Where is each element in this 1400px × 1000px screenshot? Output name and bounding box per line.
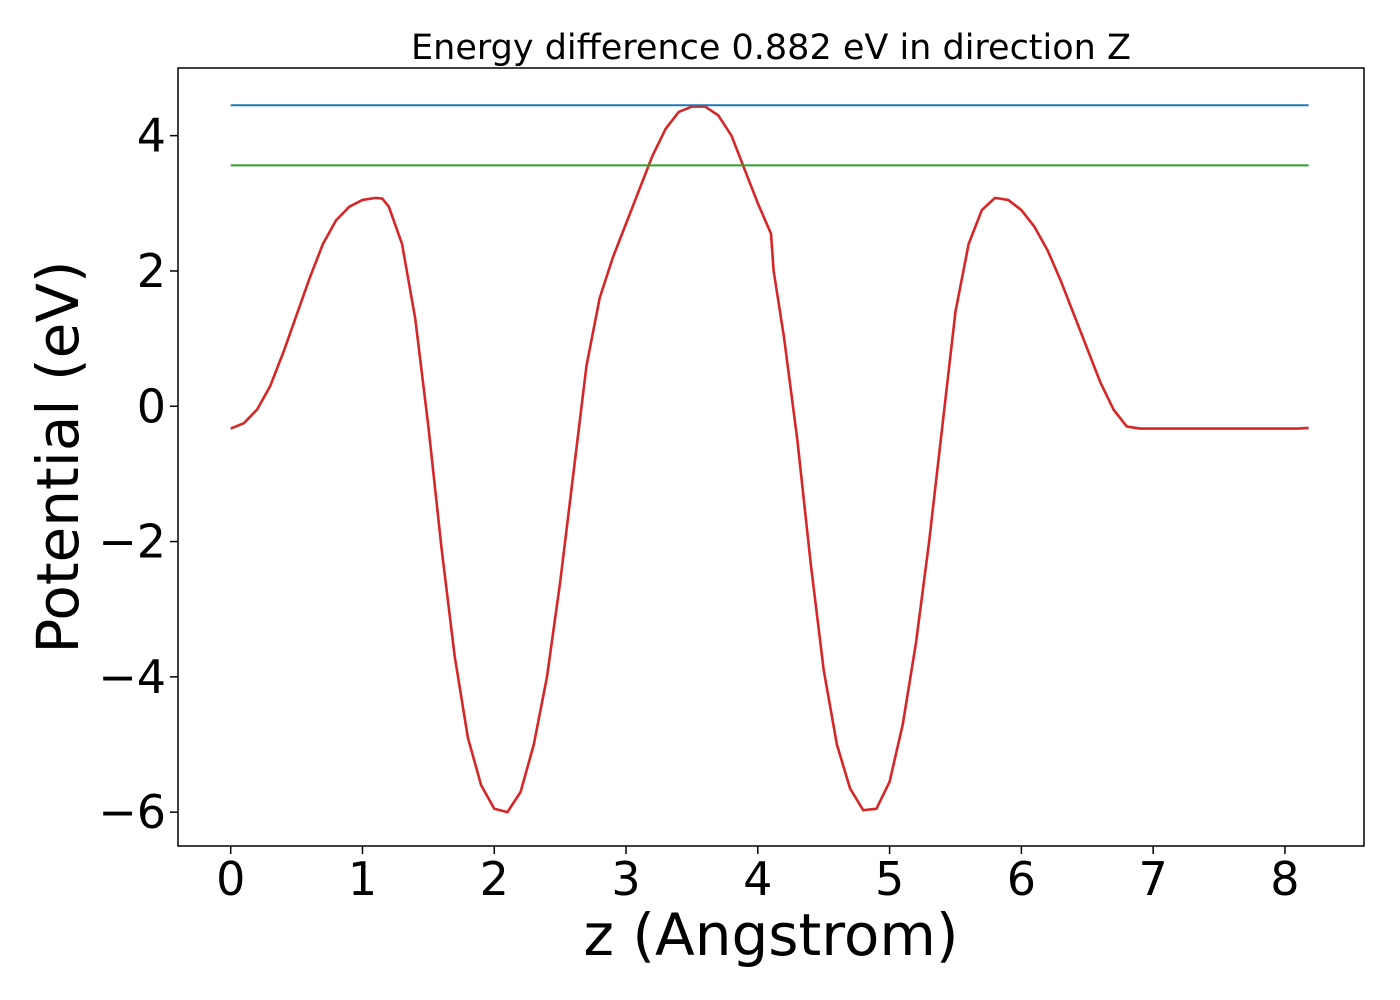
x-tick-label: 4: [743, 852, 772, 906]
y-tick-label: 2: [137, 244, 166, 298]
x-axis-label: z (Angstrom): [584, 901, 959, 969]
series-line-1: [230, 105, 1309, 814]
x-tick-label: 6: [1007, 852, 1036, 906]
y-tick-label: 4: [137, 109, 166, 163]
x-tick-label: 8: [1270, 852, 1299, 906]
y-tick-label: −4: [98, 650, 166, 704]
x-axis-ticks: 0 1 2 3 4 5 6 7 8: [216, 846, 1300, 906]
chart-title: Energy difference 0.882 eV in direction …: [411, 28, 1131, 68]
y-tick-label: −2: [98, 515, 166, 569]
y-axis-ticks: −6 −4 −2 0 2 4: [98, 109, 178, 839]
plot-frame: [177, 67, 1365, 847]
x-tick-label: 0: [216, 852, 245, 906]
y-tick-label: 0: [137, 379, 166, 433]
series-layer: [230, 104, 1309, 814]
x-tick-label: 1: [348, 852, 377, 906]
x-tick-label: 3: [611, 852, 640, 906]
x-tick-label: 5: [875, 852, 904, 906]
x-tick-label: 2: [480, 852, 509, 906]
x-tick-label: 7: [1139, 852, 1168, 906]
y-axis-label: Potential (eV): [24, 260, 92, 653]
y-tick-label: −6: [98, 785, 166, 839]
